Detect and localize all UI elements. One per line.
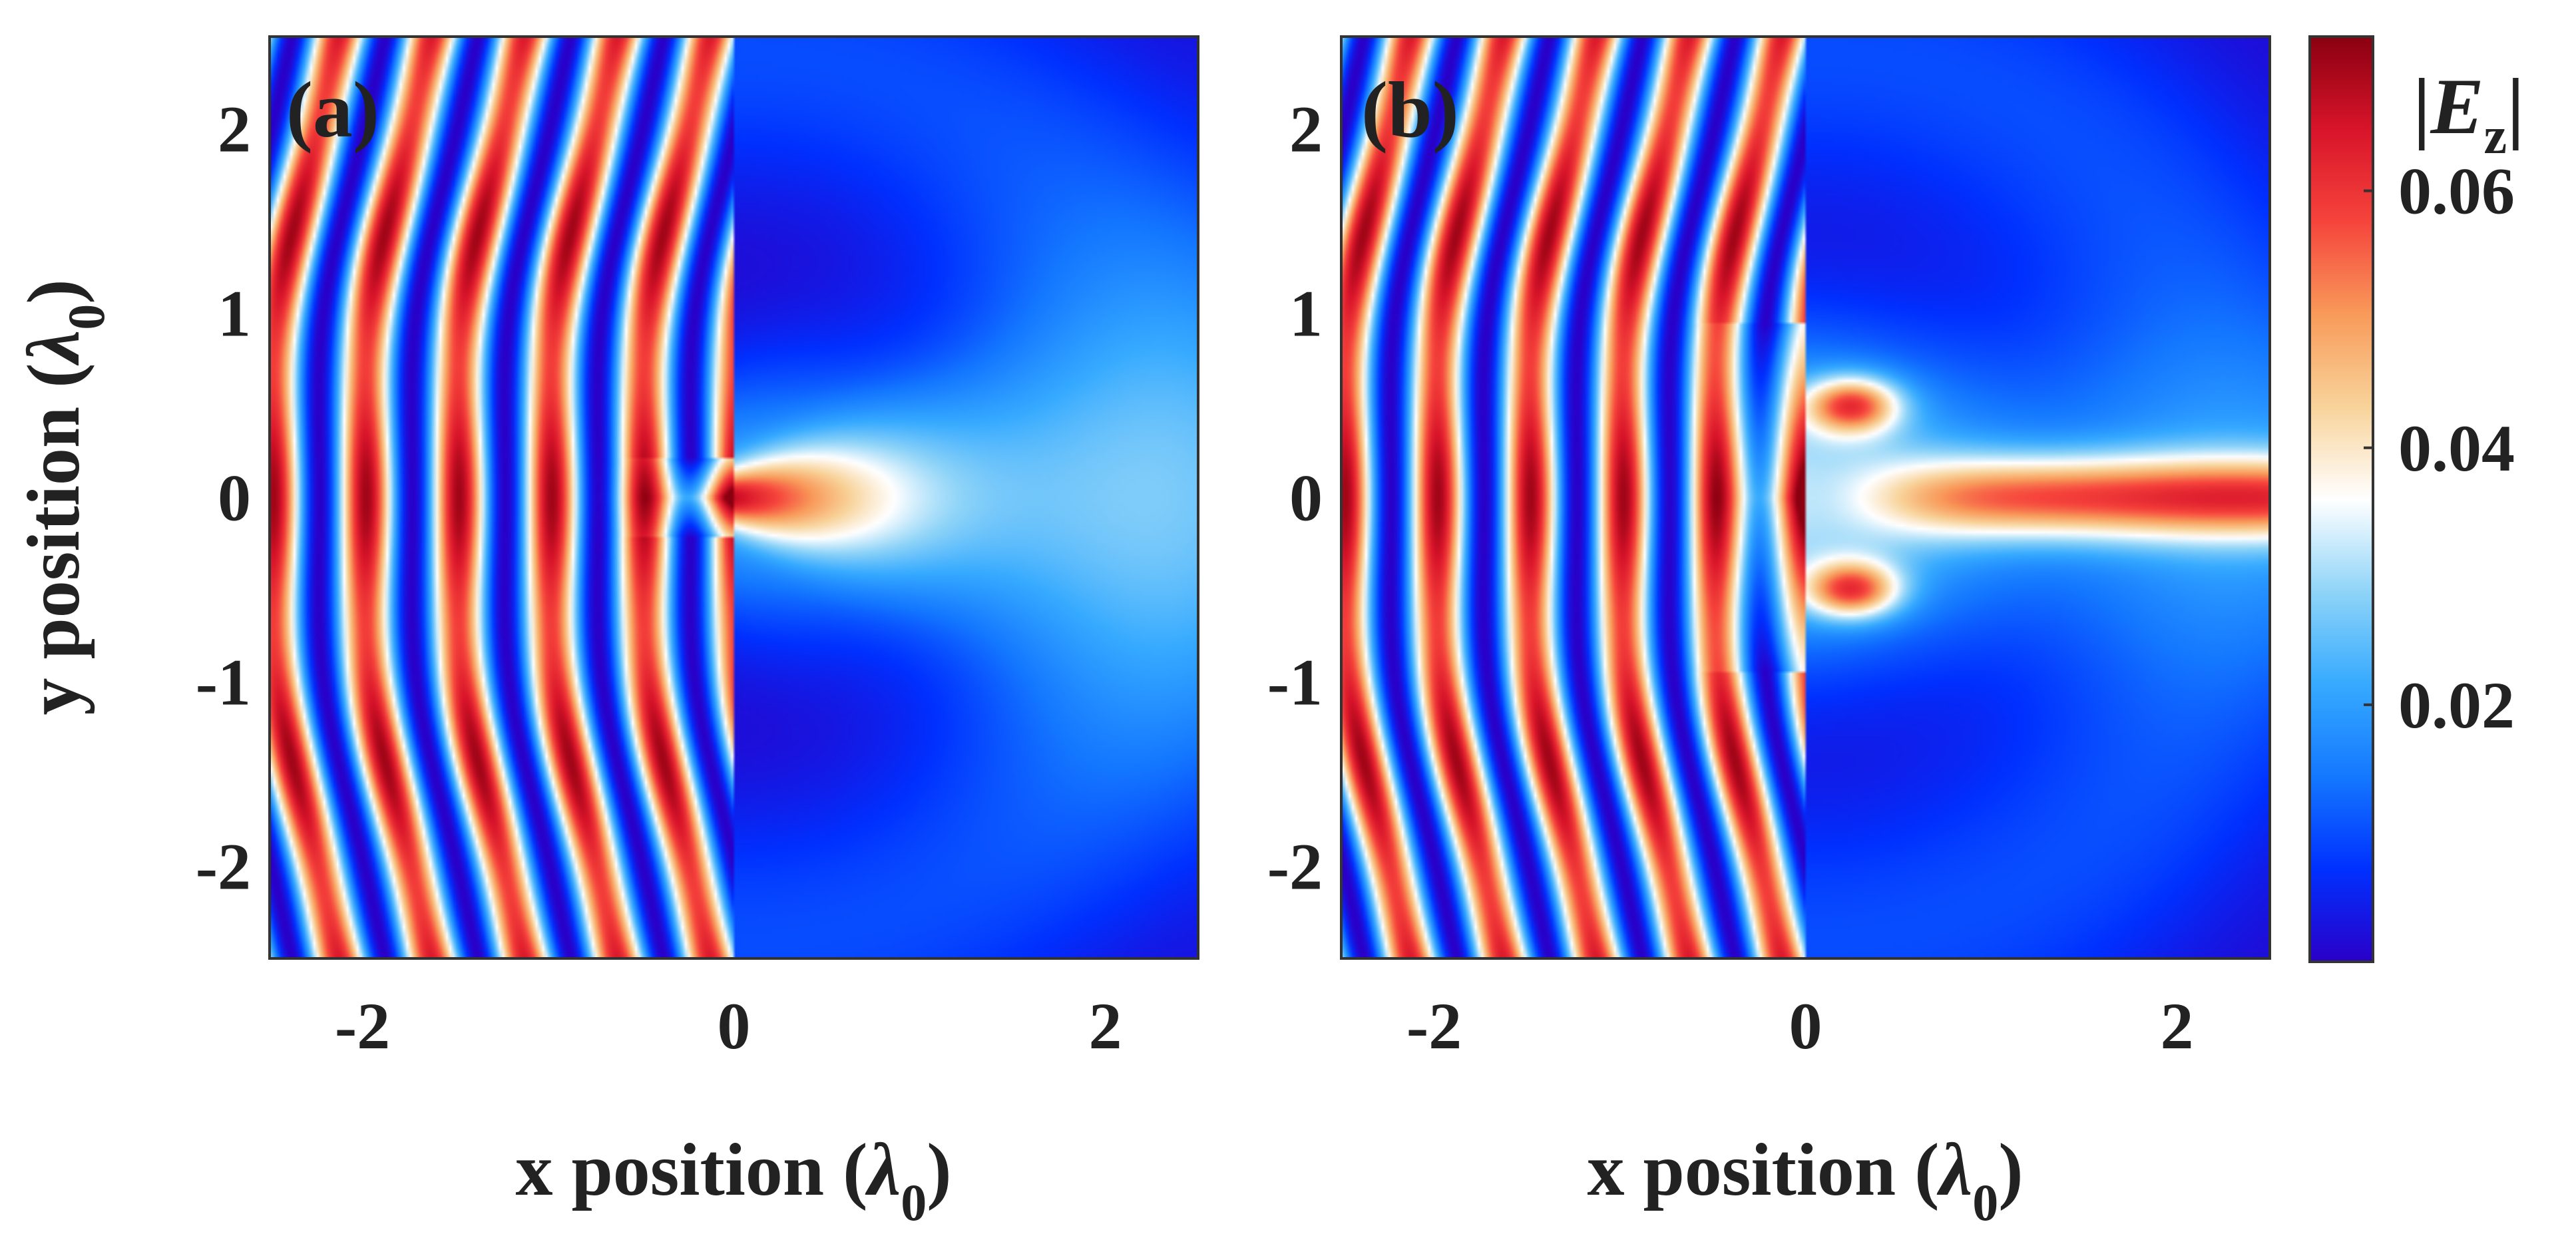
panel-b-frame bbox=[1340, 35, 2271, 960]
colorbar-tick-label: 0.06 bbox=[2398, 154, 2515, 228]
colorbar-ticks: 0.02 0.04 0.06 bbox=[2364, 154, 2515, 742]
panel-a-ytick-label: 1 bbox=[218, 277, 251, 351]
panel-b-ytick-label: 0 bbox=[1289, 461, 1323, 535]
colorbar-tick-label: 0.04 bbox=[2398, 411, 2515, 485]
colorbar-label: |Ez| bbox=[2413, 62, 2525, 164]
panel-a-ylabel: y position (λ0) bbox=[13, 279, 115, 715]
panel-b-ytick-label: 1 bbox=[1289, 277, 1323, 351]
panel-b-xtick-label: 2 bbox=[2161, 989, 2194, 1063]
panel-b-field-image bbox=[1341, 37, 2270, 958]
panel-a-ytick-label: 0 bbox=[218, 461, 251, 535]
panel-a-ytick-label: 2 bbox=[218, 93, 251, 166]
panel-b-xlabel: x position (λ0) bbox=[1587, 1129, 2023, 1231]
panel-b-ytick-label: 2 bbox=[1289, 93, 1323, 166]
colorbar: 0.02 0.04 0.06 |Ez| bbox=[2308, 35, 2525, 963]
panel-a-xtick-label: 2 bbox=[1089, 989, 1122, 1063]
panel-a-label: (a) bbox=[286, 65, 379, 154]
colorbar-gradient bbox=[2308, 35, 2374, 963]
panel-a-field-image bbox=[270, 37, 1198, 958]
colorbar-tick-label: 0.02 bbox=[2398, 668, 2515, 742]
panel-b-ticks: -2 0 2 2 1 0 -1 -2 bbox=[1267, 93, 2194, 1064]
panel-b-label: (b) bbox=[1361, 65, 1459, 154]
panel-a-xtick-label: 0 bbox=[718, 989, 751, 1063]
panel-a-xtick-label: -2 bbox=[335, 989, 390, 1063]
panel-a-ytick-label: -2 bbox=[196, 830, 251, 904]
panel-a-ticks: -2 0 2 2 1 0 -1 -2 bbox=[196, 93, 1122, 1064]
panel-a-xlabel: x position (λ0) bbox=[515, 1129, 951, 1231]
panel-a-ytick-label: -1 bbox=[196, 646, 251, 720]
panel-b-heatmap: -2 0 2 2 1 0 -1 -2 (b) x position (λ0) bbox=[1267, 35, 2271, 1231]
panel-a-frame bbox=[268, 35, 1199, 960]
panel-b-xtick-label: 0 bbox=[1789, 989, 1823, 1063]
panel-a-heatmap: -2 0 2 2 1 0 -1 -2 (a) x position (λ0) y positi… bbox=[13, 35, 1199, 1231]
panel-b-xtick-label: -2 bbox=[1406, 989, 1462, 1063]
panel-b-ytick-label: -2 bbox=[1267, 830, 1323, 904]
panel-b-ytick-label: -1 bbox=[1267, 646, 1323, 720]
